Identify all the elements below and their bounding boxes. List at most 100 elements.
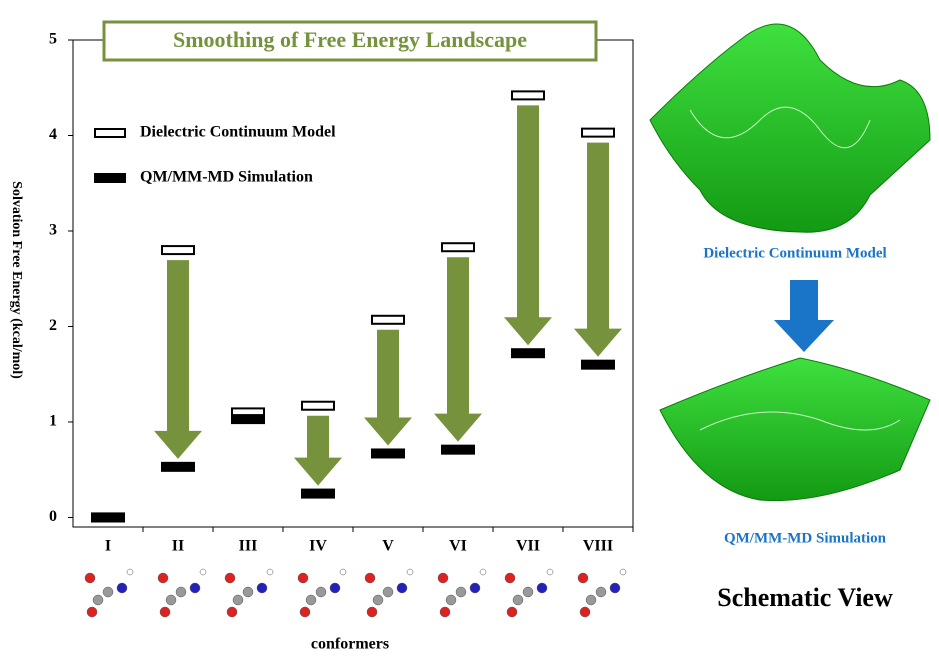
molecule-atom bbox=[157, 572, 169, 584]
x-tick-label: IV bbox=[309, 538, 327, 555]
x-tick-label: V bbox=[382, 538, 394, 555]
molecule-atom bbox=[396, 582, 408, 594]
molecule-atom bbox=[455, 586, 467, 598]
y-axis-label: Solvation Free Energy (kcal/mol) bbox=[9, 181, 24, 379]
x-tick-label: III bbox=[239, 538, 258, 555]
bar bbox=[511, 348, 545, 359]
molecule-atom bbox=[437, 572, 449, 584]
molecule-atom bbox=[126, 568, 134, 576]
title-box bbox=[102, 20, 598, 62]
molecule-atom bbox=[189, 582, 201, 594]
change-arrow bbox=[154, 260, 202, 459]
transition-arrow bbox=[774, 280, 834, 352]
molecule-atom bbox=[439, 606, 451, 618]
molecule-atom bbox=[224, 572, 236, 584]
molecule-atom bbox=[297, 572, 309, 584]
molecule-atom bbox=[329, 582, 341, 594]
molecule-atom bbox=[372, 594, 384, 606]
change-arrow bbox=[434, 257, 482, 442]
change-arrow bbox=[574, 142, 622, 357]
molecule-atom bbox=[619, 568, 627, 576]
change-arrow bbox=[504, 105, 552, 346]
surface-label: QM/MM-MD Simulation bbox=[724, 530, 887, 546]
bar bbox=[301, 488, 335, 499]
molecule-atom bbox=[479, 568, 487, 576]
x-tick-label: II bbox=[172, 538, 184, 555]
bar bbox=[91, 512, 125, 523]
molecule-atom bbox=[232, 594, 244, 606]
caption: Schematic View bbox=[717, 583, 893, 612]
molecule-atom bbox=[256, 582, 268, 594]
molecule-atom bbox=[242, 586, 254, 598]
molecule-atom bbox=[159, 606, 171, 618]
y-tick-label: 5 bbox=[49, 31, 57, 48]
molecule-atom bbox=[406, 568, 414, 576]
plot-frame bbox=[72, 39, 634, 528]
bar bbox=[511, 90, 545, 101]
molecule-atom bbox=[585, 594, 597, 606]
molecule-atom bbox=[226, 606, 238, 618]
molecule-atom bbox=[299, 606, 311, 618]
molecule-atom bbox=[364, 572, 376, 584]
molecule-atom bbox=[546, 568, 554, 576]
bar bbox=[371, 314, 405, 325]
surface-smooth bbox=[659, 357, 931, 502]
molecule-atom bbox=[536, 582, 548, 594]
molecule-atom bbox=[92, 594, 104, 606]
legend-label: QM/MM-MD Simulation bbox=[140, 169, 313, 186]
molecule-atom bbox=[165, 594, 177, 606]
molecule-atom bbox=[469, 582, 481, 594]
molecule-atom bbox=[445, 594, 457, 606]
legend-swatch bbox=[94, 128, 126, 138]
x-axis-label: conformers bbox=[311, 636, 389, 653]
bar bbox=[441, 242, 475, 253]
bar bbox=[301, 400, 335, 411]
molecule-atom bbox=[339, 568, 347, 576]
x-tick-label: VII bbox=[516, 538, 540, 555]
molecule-atom bbox=[512, 594, 524, 606]
molecule-atom bbox=[506, 606, 518, 618]
y-tick-label: 3 bbox=[49, 222, 57, 239]
y-tick-label: 2 bbox=[49, 317, 57, 334]
molecule-atom bbox=[522, 586, 534, 598]
bar bbox=[441, 444, 475, 455]
x-tick-label: VIII bbox=[583, 538, 613, 555]
molecule-atom bbox=[579, 606, 591, 618]
molecule-atom bbox=[595, 586, 607, 598]
y-tick-label: 0 bbox=[49, 508, 57, 525]
molecule-atom bbox=[266, 568, 274, 576]
legend-swatch bbox=[94, 173, 126, 183]
molecule-atom bbox=[102, 586, 114, 598]
molecule-atom bbox=[315, 586, 327, 598]
bar bbox=[161, 461, 195, 472]
bar bbox=[161, 245, 195, 256]
molecule-atom bbox=[504, 572, 516, 584]
molecule-atom bbox=[609, 582, 621, 594]
bar bbox=[581, 359, 615, 370]
x-tick-label: I bbox=[105, 538, 111, 555]
change-arrow bbox=[364, 329, 412, 446]
molecule-atom bbox=[86, 606, 98, 618]
molecule-atom bbox=[366, 606, 378, 618]
bar bbox=[581, 127, 615, 138]
change-arrow bbox=[294, 415, 342, 486]
x-tick-label: VI bbox=[449, 538, 467, 555]
surface-label: Dielectric Continuum Model bbox=[703, 245, 886, 261]
surface-contour bbox=[699, 411, 901, 431]
chart-title: Smoothing of Free Energy Landscape bbox=[173, 27, 527, 52]
bar bbox=[371, 448, 405, 459]
surface-rough bbox=[649, 23, 931, 233]
legend-label: Dielectric Continuum Model bbox=[140, 124, 336, 141]
molecule-atom bbox=[116, 582, 128, 594]
surface-contour bbox=[689, 106, 871, 149]
y-tick-label: 1 bbox=[49, 413, 57, 430]
bar bbox=[231, 414, 265, 425]
molecule-atom bbox=[175, 586, 187, 598]
molecule-atom bbox=[577, 572, 589, 584]
y-tick-label: 4 bbox=[49, 126, 57, 143]
molecule-atom bbox=[199, 568, 207, 576]
molecule-atom bbox=[84, 572, 96, 584]
molecule-atom bbox=[305, 594, 317, 606]
molecule-atom bbox=[382, 586, 394, 598]
